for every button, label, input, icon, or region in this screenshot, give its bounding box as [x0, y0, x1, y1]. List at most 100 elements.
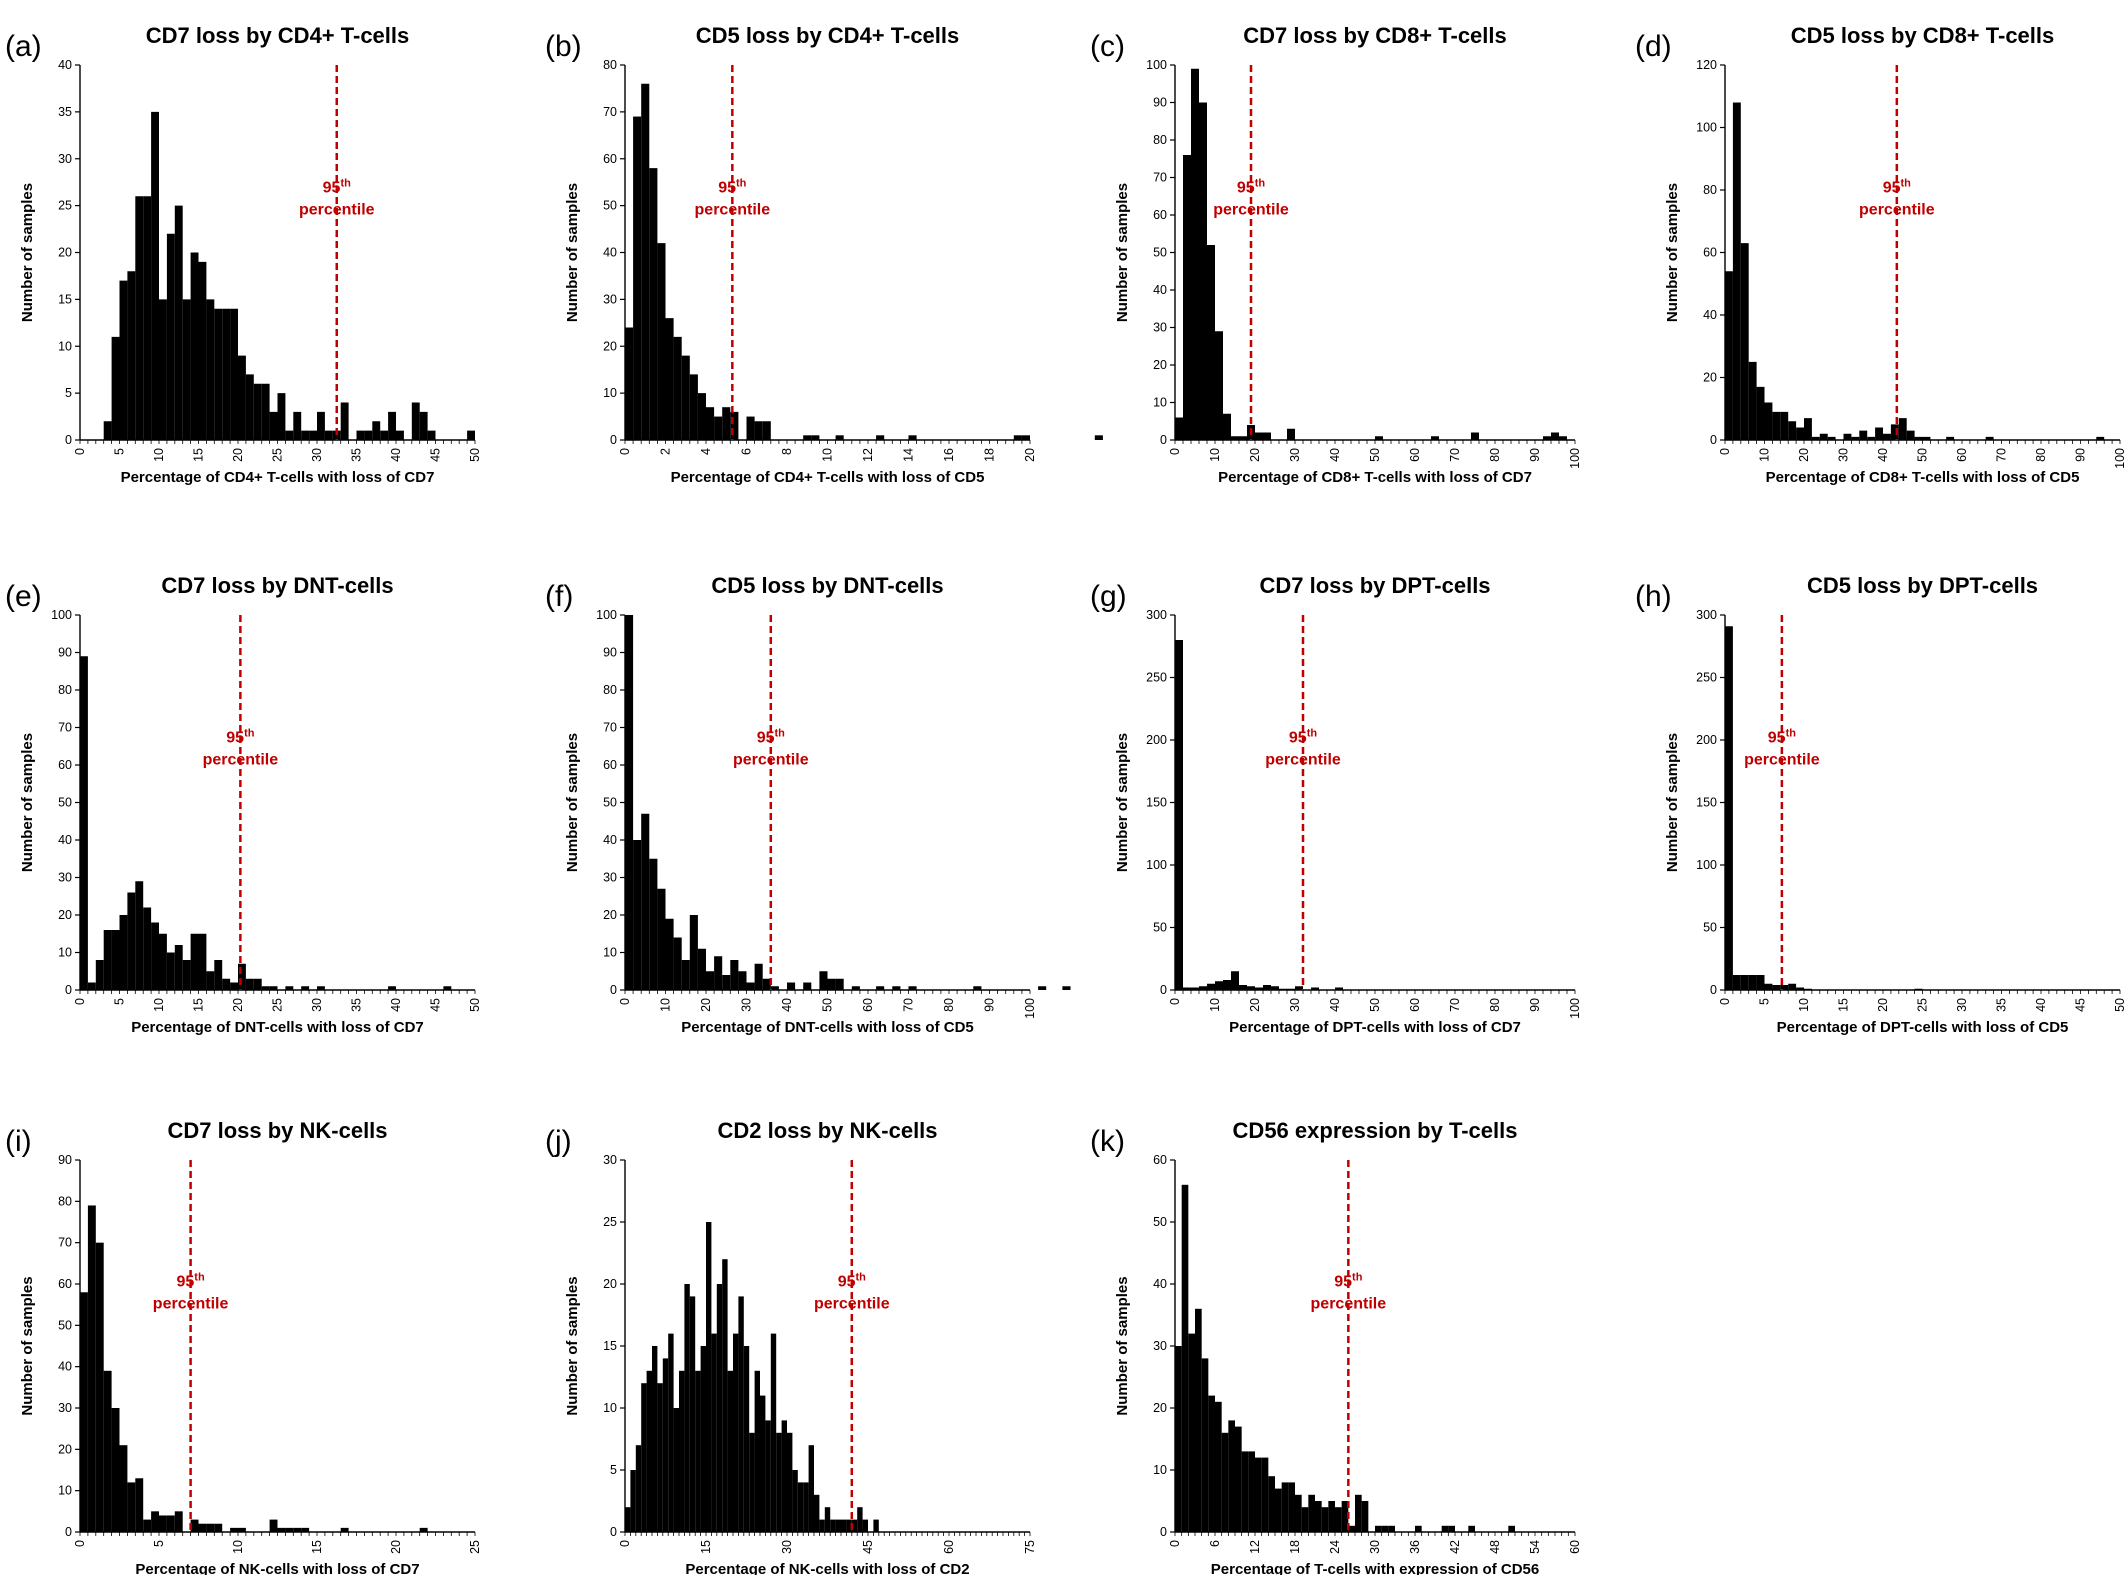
- x-tick-label: 35: [350, 448, 364, 462]
- y-tick-label: 40: [58, 833, 72, 847]
- histogram-bar: [151, 1511, 159, 1532]
- x-tick-label: 0: [73, 448, 87, 455]
- x-tick-label: 20: [1248, 448, 1262, 462]
- y-tick-label: 60: [1703, 246, 1717, 260]
- y-tick-label: 10: [58, 946, 72, 960]
- histogram-bar: [1263, 985, 1271, 990]
- histogram-bar: [1819, 433, 1828, 440]
- y-tick-label: 30: [603, 1153, 617, 1167]
- histogram-bar: [787, 982, 796, 990]
- x-tick-label: 50: [1916, 448, 1930, 462]
- percentile-word: percentile: [1744, 752, 1820, 769]
- x-tick-label: 20: [389, 1540, 403, 1554]
- histogram-bar: [1255, 987, 1263, 990]
- histogram-bar: [1811, 436, 1820, 440]
- histogram-bar: [245, 978, 254, 990]
- histogram-bar: [166, 952, 175, 990]
- x-tick-label: 0: [1168, 998, 1182, 1005]
- histogram-bar: [1780, 985, 1789, 990]
- histogram-bar: [1732, 102, 1741, 440]
- x-tick-label: 8: [780, 448, 794, 455]
- y-tick-label: 50: [1153, 246, 1167, 260]
- histogram-bar: [1275, 1488, 1282, 1532]
- panel-c: (c) CD7 loss by CD8+ T-cells 0 10 20 30 40 50 60…: [1090, 23, 1582, 486]
- y-tick-label: 20: [603, 339, 617, 353]
- histogram-bar: [876, 986, 885, 990]
- histogram-bar: [340, 402, 349, 440]
- histogram-bar: [765, 1420, 771, 1532]
- histogram-bar: [135, 881, 144, 990]
- y-tick-label: 20: [1703, 371, 1717, 385]
- histogram-bar: [1199, 102, 1207, 440]
- histogram-bar: [714, 416, 723, 440]
- y-axis-label: Number of samples: [19, 1276, 36, 1415]
- percentile-word: percentile: [733, 752, 809, 769]
- histogram-bar: [679, 1370, 685, 1532]
- histogram-bar: [238, 963, 246, 990]
- x-tick-label: 60: [861, 998, 875, 1012]
- histogram-bar: [1471, 432, 1479, 440]
- panel-letter: (b): [545, 30, 582, 63]
- histogram-bar: [1543, 436, 1551, 440]
- y-axis-label: Number of samples: [1114, 1276, 1131, 1415]
- histogram-bar: [1922, 436, 1931, 440]
- histogram-bar: [1215, 981, 1223, 990]
- y-tick-label: 10: [603, 1401, 617, 1415]
- histogram-bar: [649, 858, 658, 990]
- histogram-bar: [760, 1395, 766, 1532]
- histogram-bar: [1756, 975, 1765, 990]
- histogram-bar: [1188, 1333, 1195, 1532]
- histogram-bar: [1906, 430, 1915, 440]
- x-axis-label: Percentage of DNT-cells with loss of CD5: [681, 1019, 974, 1036]
- histogram-bar: [1867, 436, 1876, 440]
- histogram-bar: [206, 1523, 215, 1532]
- x-tick-label: 45: [429, 448, 443, 462]
- y-tick-label: 150: [1146, 796, 1167, 810]
- histogram-bar: [808, 1445, 814, 1532]
- y-tick-label: 40: [603, 833, 617, 847]
- histogram-bar: [1255, 432, 1263, 440]
- histogram-bar: [222, 308, 231, 440]
- y-axis-label: Number of samples: [19, 183, 36, 322]
- histogram-bar: [317, 411, 325, 440]
- histogram-bar: [1295, 986, 1303, 990]
- histogram-bar: [190, 933, 199, 990]
- histogram-bar: [714, 956, 723, 990]
- histogram-bar: [722, 1259, 728, 1532]
- histogram-bar: [1341, 1501, 1349, 1532]
- x-tick-label: 0: [618, 448, 632, 455]
- y-tick-label: 20: [1153, 1401, 1167, 1415]
- x-axis-label: Percentage of NK-cells with loss of CD7: [135, 1561, 419, 1575]
- x-tick-label: 70: [1448, 998, 1462, 1012]
- histogram-bar: [103, 930, 112, 990]
- histogram-bar: [1013, 435, 1022, 440]
- histogram-bar: [1094, 435, 1103, 440]
- histogram-bar: [198, 933, 207, 990]
- histogram-bar: [1271, 986, 1279, 990]
- histogram-bar: [309, 430, 317, 440]
- x-tick-label: 10: [152, 448, 166, 462]
- y-tick-label: 60: [603, 758, 617, 772]
- y-tick-label: 30: [603, 292, 617, 306]
- histogram-bar: [803, 982, 812, 990]
- y-tick-label: 20: [58, 1442, 72, 1456]
- x-tick-label: 90: [2074, 448, 2088, 462]
- panel-title: CD2 loss by NK-cells: [717, 1118, 937, 1143]
- histogram-bar: [1308, 1494, 1315, 1532]
- histogram-bar: [851, 986, 860, 990]
- histogram-bar: [722, 407, 731, 440]
- histogram-bar: [1361, 1501, 1369, 1532]
- histogram-bar: [143, 907, 152, 990]
- histogram-bar: [1468, 1525, 1475, 1532]
- histogram-bar: [222, 978, 231, 990]
- y-tick-label: 90: [58, 1153, 72, 1167]
- x-tick-label: 25: [271, 998, 285, 1012]
- histogram-bar: [301, 986, 310, 990]
- x-tick-label: 15: [192, 448, 206, 462]
- percentile-word: percentile: [1265, 752, 1341, 769]
- y-tick-label: 80: [603, 683, 617, 697]
- x-tick-label: 25: [1916, 998, 1930, 1012]
- x-tick-label: 10: [1208, 448, 1222, 462]
- histogram-bar: [103, 421, 112, 440]
